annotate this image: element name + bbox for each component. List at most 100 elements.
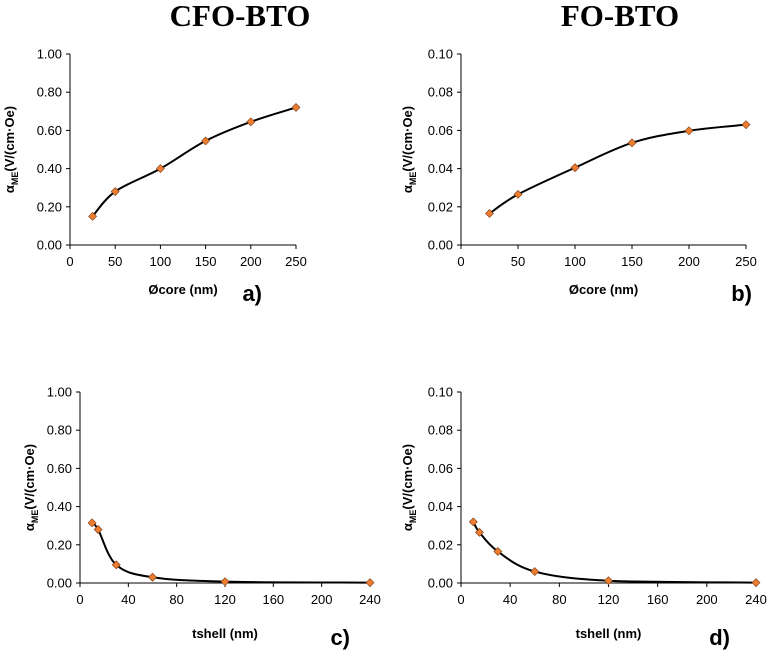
y-tick-label: 0.00 <box>37 238 62 253</box>
data-point-marker <box>365 578 375 588</box>
data-point-marker <box>87 518 97 528</box>
x-tick-label: 0 <box>76 592 83 607</box>
y-tick-label: 0.10 <box>428 385 453 400</box>
y-axis-label-symbol: α <box>2 185 17 193</box>
y-axis-label-unit: (V/(cm·Oe) <box>22 444 37 510</box>
data-point-marker <box>493 547 503 556</box>
data-point-marker <box>220 577 230 587</box>
x-tick-label: 200 <box>311 592 333 607</box>
x-tick-label: 160 <box>647 592 669 607</box>
column-title-left: CFO-BTO <box>170 0 311 33</box>
y-tick-label: 0.00 <box>428 238 453 253</box>
y-tick-label: 0.04 <box>428 161 453 176</box>
x-tick-label: 200 <box>696 592 718 607</box>
panel-a-chart: 0.00 0.20 0.40 0.60 0.80 1.00 0 50 100 150 200 250 Ø… <box>2 47 307 307</box>
y-tick-label: 0.60 <box>47 461 72 476</box>
y-tick-label: 0.10 <box>428 47 453 62</box>
data-point-marker <box>111 560 121 570</box>
y-tick-label: 0.00 <box>47 576 72 591</box>
y-axis-label: αME(V/(cm·Oe) <box>400 444 418 531</box>
panel-d-chart: 0.00 0.02 0.04 0.06 0.08 0.10 0 40 80 120 160 200 24… <box>400 385 767 651</box>
data-point-marker <box>485 209 494 218</box>
x-tick-label: 0 <box>457 592 464 607</box>
panel-label: a) <box>242 281 262 306</box>
column-title-right: FO-BTO <box>561 0 679 33</box>
x-axis-label: Øcore (nm) <box>569 282 638 297</box>
x-tick-label: 80 <box>169 592 183 607</box>
data-point-marker <box>475 527 484 537</box>
panel-label: b) <box>731 281 752 306</box>
y-axis-label: αME(V/(cm·Oe) <box>22 444 40 531</box>
series-line <box>91 522 371 584</box>
series-line <box>91 106 297 218</box>
panel-b-chart: 0.00 0.02 0.04 0.06 0.08 0.10 0 50 100 150 200 250 Ø… <box>400 47 757 307</box>
x-axis-label: tshell (nm) <box>192 626 258 641</box>
y-tick-label: 0.20 <box>37 199 62 214</box>
y-axis-label: αME(V/(cm·Oe) <box>2 106 20 193</box>
x-tick-label: 200 <box>678 254 700 269</box>
panel-label: c) <box>330 625 350 650</box>
x-tick-label: 240 <box>745 592 767 607</box>
y-tick-label: 0.80 <box>47 423 72 438</box>
data-point-marker <box>291 103 301 112</box>
x-tick-label: 40 <box>503 592 517 607</box>
x-tick-label: 240 <box>359 592 381 607</box>
y-tick-label: 0.08 <box>428 85 453 100</box>
y-axis-label-symbol: α <box>22 523 37 531</box>
data-point-marker <box>741 120 751 130</box>
x-tick-label: 120 <box>214 592 236 607</box>
x-tick-label: 120 <box>598 592 620 607</box>
data-point-marker <box>751 578 761 588</box>
x-tick-label: 250 <box>285 254 307 269</box>
y-tick-label: 1.00 <box>37 47 62 62</box>
panel-label: d) <box>709 625 730 650</box>
data-point-marker <box>155 164 165 174</box>
x-tick-label: 50 <box>108 254 122 269</box>
data-point-marker <box>530 567 540 576</box>
x-axis-label: Øcore (nm) <box>148 282 217 297</box>
data-point-marker <box>201 136 211 146</box>
x-tick-label: 40 <box>121 592 135 607</box>
y-tick-label: 0.02 <box>428 199 453 214</box>
y-tick-label: 0.40 <box>37 161 62 176</box>
y-axis-label-subscript: ME <box>408 172 418 186</box>
x-tick-label: 100 <box>150 254 172 269</box>
x-tick-label: 150 <box>195 254 217 269</box>
x-axis-label: tshell (nm) <box>576 626 642 641</box>
x-tick-label: 160 <box>262 592 284 607</box>
y-tick-label: 0.02 <box>428 537 453 552</box>
y-axis-label-subscript: ME <box>30 510 40 524</box>
y-axis-label: αME(V/(cm·Oe) <box>400 106 418 193</box>
series-line <box>488 123 747 215</box>
x-tick-label: 150 <box>621 254 643 269</box>
y-axis-label-subscript: ME <box>408 510 418 524</box>
series-line <box>472 521 757 584</box>
data-point-marker <box>148 572 157 582</box>
y-axis-label-symbol: α <box>400 185 415 193</box>
x-tick-label: 200 <box>240 254 262 269</box>
data-point-marker <box>468 517 478 527</box>
x-tick-label: 80 <box>552 592 566 607</box>
x-tick-label: 0 <box>66 254 73 269</box>
x-tick-label: 50 <box>511 254 525 269</box>
y-axis-label-unit: (V/(cm·Oe) <box>400 444 415 510</box>
y-tick-label: 0.00 <box>428 576 453 591</box>
y-axis-label-symbol: α <box>400 523 415 531</box>
y-axis-label-unit: (V/(cm·Oe) <box>400 106 415 172</box>
data-point-marker <box>604 576 613 586</box>
x-tick-label: 250 <box>735 254 757 269</box>
y-tick-label: 0.06 <box>428 461 453 476</box>
y-tick-label: 0.80 <box>37 85 62 100</box>
y-tick-label: 0.08 <box>428 423 453 438</box>
data-point-marker <box>93 525 103 534</box>
data-point-marker <box>684 126 694 136</box>
y-tick-label: 0.60 <box>37 123 62 138</box>
data-point-marker <box>513 189 523 199</box>
data-point-marker <box>246 117 256 127</box>
panel-c-chart: 0.00 0.20 0.40 0.60 0.80 1.00 0 40 80 120 160 200 24… <box>22 385 381 651</box>
x-tick-label: 100 <box>564 254 586 269</box>
x-tick-label: 0 <box>457 254 464 269</box>
data-point-marker <box>88 211 98 221</box>
data-point-marker <box>570 163 580 173</box>
